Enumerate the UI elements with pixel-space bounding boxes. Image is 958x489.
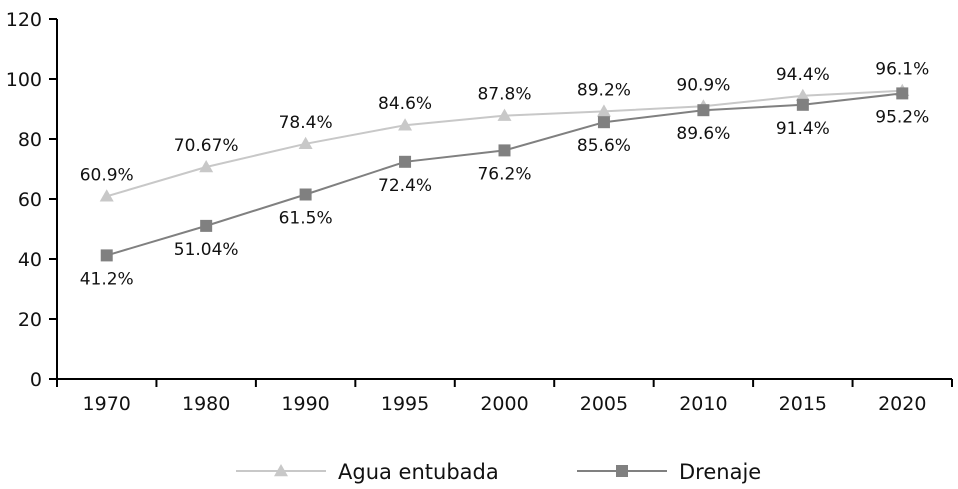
axes: 0 20 40 60 80 100 120 1970 1980 1990 1995 2000 2005 2… bbox=[6, 9, 953, 415]
x-tick-label: 2000 bbox=[480, 393, 528, 415]
y-tick-label: 80 bbox=[18, 129, 42, 151]
drenaje-data-label: 41.2% bbox=[80, 269, 134, 289]
agua-entubada-data-label: 70.67% bbox=[174, 136, 239, 156]
legend-marker-agua-entubada bbox=[274, 464, 288, 477]
agua-entubada-data-label: 84.6% bbox=[378, 94, 432, 114]
x-tick-label: 2015 bbox=[779, 393, 827, 415]
drenaje-point bbox=[299, 188, 312, 201]
x-tick-label: 1995 bbox=[381, 393, 429, 415]
drenaje-point bbox=[498, 144, 511, 157]
legend: Agua entubada Drenaje bbox=[236, 460, 761, 484]
drenaje-data-label: 61.5% bbox=[279, 209, 333, 229]
y-tick-label: 40 bbox=[18, 249, 42, 271]
drenaje-point bbox=[100, 249, 113, 262]
y-tick-label: 0 bbox=[30, 369, 42, 391]
legend-label-drenaje: Drenaje bbox=[679, 460, 761, 484]
drenaje-data-label: 51.04% bbox=[174, 240, 239, 260]
agua-entubada-data-label: 96.1% bbox=[875, 60, 929, 80]
y-tick-label: 60 bbox=[18, 189, 42, 211]
agua-entubada-point bbox=[795, 88, 810, 102]
x-tick-label: 1980 bbox=[182, 393, 230, 415]
agua-entubada-data-label: 60.9% bbox=[80, 165, 134, 185]
agua-entubada-point bbox=[497, 108, 512, 121]
y-tick-label: 100 bbox=[6, 69, 42, 91]
agua-entubada-data-label: 94.4% bbox=[776, 65, 830, 85]
drenaje-point bbox=[200, 219, 213, 232]
agua-entubada-data-label: 87.8% bbox=[477, 85, 531, 105]
series-drenaje: 41.2% 51.04% 61.5% 72.4% 76.2% 85.6% 89.6% 91.4… bbox=[80, 87, 929, 289]
agua-entubada-data-label: 90.9% bbox=[676, 75, 730, 95]
agua-entubada-data-label: 89.2% bbox=[577, 80, 631, 100]
legend-label-agua-entubada: Agua entubada bbox=[338, 460, 499, 484]
drenaje-data-label: 72.4% bbox=[378, 176, 432, 196]
legend-marker-drenaje bbox=[616, 465, 628, 477]
x-tick-label: 1970 bbox=[83, 393, 131, 415]
y-tick-label: 120 bbox=[6, 9, 42, 31]
drenaje-data-label: 95.2% bbox=[875, 107, 929, 127]
drenaje-point bbox=[796, 98, 809, 111]
legend-item-drenaje: Drenaje bbox=[577, 460, 761, 484]
drenaje-point bbox=[597, 116, 610, 129]
x-tick-label: 2010 bbox=[679, 393, 727, 415]
series-layer: 60.9% 70.67% 78.4% 84.6% 87.8% 89.2% 90.9% 94.4… bbox=[80, 60, 930, 290]
drenaje-data-label: 91.4% bbox=[776, 119, 830, 139]
legend-item-agua-entubada: Agua entubada bbox=[236, 460, 499, 484]
drenaje-point bbox=[399, 155, 412, 168]
agua-entubada-point bbox=[298, 136, 313, 150]
x-tick-label: 2005 bbox=[580, 393, 628, 415]
agua-entubada-point bbox=[99, 189, 114, 202]
drenaje-point bbox=[896, 87, 909, 100]
drenaje-data-label: 76.2% bbox=[477, 164, 531, 184]
agua-entubada-data-label: 78.4% bbox=[279, 113, 333, 133]
agua-entubada-point bbox=[199, 159, 214, 173]
agua-entubada-point bbox=[398, 118, 413, 131]
drenaje-point bbox=[697, 104, 710, 117]
series-agua-entubada: 60.9% 70.67% 78.4% 84.6% 87.8% 89.2% 90.9% 94.4… bbox=[80, 60, 929, 202]
drenaje-data-label: 89.6% bbox=[676, 124, 730, 144]
x-tick-label: 1990 bbox=[281, 393, 329, 415]
drenaje-data-label: 85.6% bbox=[577, 136, 631, 156]
agua-entubada-point bbox=[596, 104, 611, 117]
y-tick-label: 20 bbox=[18, 309, 42, 331]
x-tick-label: 2020 bbox=[878, 393, 926, 415]
